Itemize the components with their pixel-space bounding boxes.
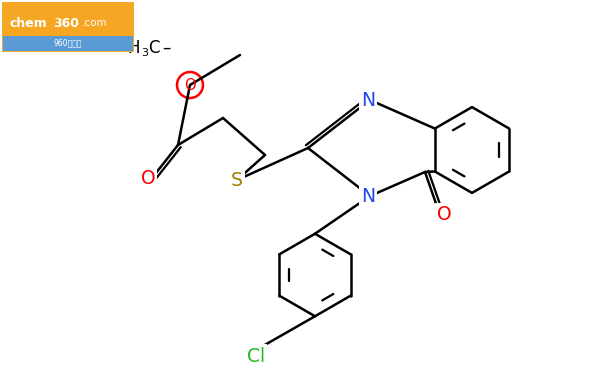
Text: O: O [184,78,196,93]
Text: Cl: Cl [247,346,265,366]
Text: H: H [128,39,140,57]
Text: 3: 3 [142,48,148,58]
Text: 960化工网: 960化工网 [54,39,82,48]
Text: –: – [162,39,170,57]
FancyBboxPatch shape [2,2,134,52]
Text: C: C [148,39,160,57]
FancyBboxPatch shape [3,36,133,51]
Text: 360: 360 [53,16,79,30]
Text: C: C [47,18,58,33]
Text: N: N [361,90,375,110]
Text: O: O [141,168,155,188]
Text: O: O [437,206,451,225]
Text: N: N [361,186,375,206]
Text: S: S [231,171,243,189]
Text: .com: .com [82,18,108,28]
Text: chem: chem [9,16,47,30]
